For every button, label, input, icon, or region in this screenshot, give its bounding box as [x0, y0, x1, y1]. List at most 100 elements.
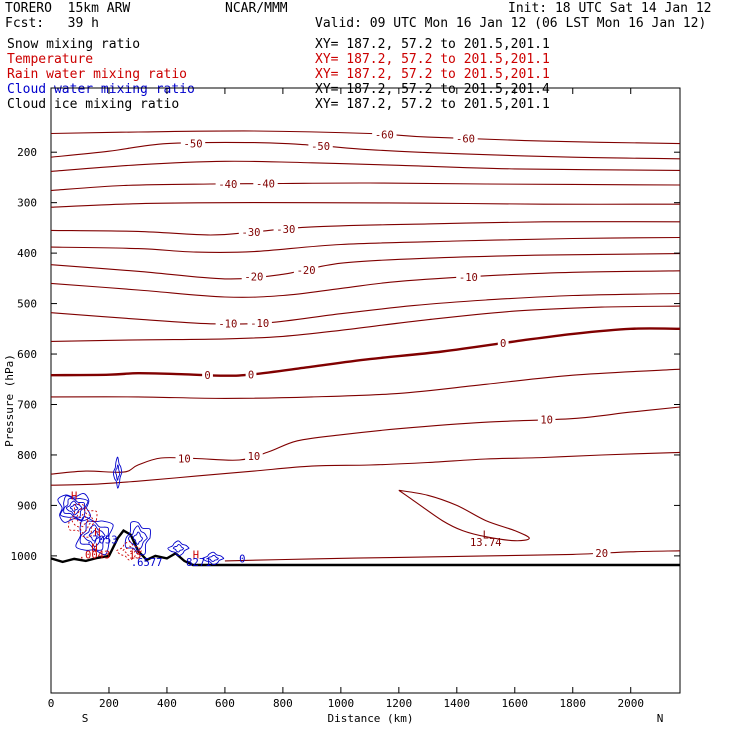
x-axis-label: Distance (km) [327, 712, 413, 725]
y-tick-label: 200 [17, 146, 37, 159]
x-tick-label: 1400 [444, 697, 471, 710]
y-tick-label: 1000 [11, 550, 38, 563]
temperature-contour [50, 236, 681, 254]
x-tick-label: 0 [48, 697, 55, 710]
mixing-ratio-contour [207, 554, 219, 562]
temperature-contour [50, 221, 681, 236]
legend-label: Cloud ice mixing ratio [7, 97, 180, 112]
contour-label: -60 [456, 133, 475, 145]
y-tick-label: 300 [17, 197, 37, 210]
x-tick-label: 600 [215, 697, 235, 710]
contour-label-bg [456, 270, 481, 283]
legend-xy-range: XY= 187.2, 57.2 to 201.5,201.4 [315, 82, 550, 97]
temperature-contour-closed [398, 489, 530, 542]
contour-label-bg [253, 177, 278, 190]
contour-label: 10 [178, 453, 191, 465]
contour-label: -50 [311, 141, 330, 153]
contour-label-bg [215, 317, 241, 330]
y-tick-label: 400 [17, 247, 37, 260]
legend-label: Cloud water mixing ratio [7, 82, 195, 97]
extremum-label: 13.74 [470, 537, 502, 549]
temperature-contour [50, 305, 681, 342]
x-tick-label: 1800 [560, 697, 587, 710]
y-tick-label: 700 [17, 398, 37, 411]
model-title: TORERO 15km ARW [5, 1, 131, 16]
temperature-contour [50, 451, 681, 486]
legend-xy-range: XY= 187.2, 57.2 to 201.5,201.1 [315, 37, 550, 52]
contour-label: 10 [248, 451, 261, 463]
x-tick-label: 1200 [386, 697, 413, 710]
contour-label: -30 [242, 227, 261, 239]
mixing-ratio-contour [116, 541, 143, 561]
mixing-ratio-contour [128, 525, 148, 552]
contour-label-bg [247, 316, 272, 329]
temperature-contour [50, 368, 681, 399]
mixing-ratio-contour [172, 544, 185, 553]
contour-label: 0 [500, 338, 506, 350]
temperature-contour [50, 327, 681, 377]
extremum-label: H [71, 490, 77, 502]
extremum-label: 0 [239, 553, 245, 565]
temperature-contour [50, 202, 681, 208]
mixing-ratio-contour [65, 500, 83, 516]
contour-label-bg [180, 137, 206, 150]
contour-label-bg [592, 547, 611, 560]
mixing-ratio-contour [115, 464, 121, 481]
contour-label: -10 [218, 318, 237, 330]
temperature-contour [50, 406, 681, 475]
legend-label: Temperature [7, 52, 94, 67]
contour-label-bg [372, 128, 397, 141]
temperature-contour [224, 550, 681, 562]
contour-label-bg [238, 226, 264, 239]
extremum-label: .7053 [86, 535, 118, 547]
contour-label-bg [202, 369, 213, 382]
mixing-ratio-contour [132, 531, 144, 545]
x-end-label-right: N [657, 712, 664, 725]
x-tick-label: 1000 [328, 697, 355, 710]
temperature-contour [50, 292, 681, 325]
contour-label-bg [245, 368, 257, 381]
extremum-label: 8271 [186, 557, 211, 569]
x-end-label-left: S [82, 712, 89, 725]
mixing-ratio-contour [71, 507, 94, 534]
plot-frame [50, 87, 681, 694]
y-axis-label: Pressure (hPa) [3, 354, 16, 447]
mixing-ratio-contour [75, 516, 114, 556]
contour-label: -30 [276, 224, 295, 236]
contour-label-bg [273, 223, 298, 236]
mixing-ratio-contour [124, 521, 151, 556]
center-title: NCAR/MMM [225, 1, 288, 16]
mixing-ratio-contour [57, 493, 91, 523]
contour-label: 20 [595, 548, 608, 560]
mixing-ratio-contour [122, 545, 136, 556]
temperature-contour [50, 253, 681, 280]
contour-label-bg [453, 132, 478, 145]
contour-label-bg [308, 139, 333, 152]
mixing-ratio-contour [68, 503, 98, 538]
legend-xy-range: XY= 187.2, 57.2 to 201.5,201.1 [315, 97, 550, 112]
mixing-ratio-contour [63, 498, 85, 518]
contour-label: -40 [218, 179, 237, 191]
contour-label-bg [175, 452, 194, 465]
extremum-label: 13 [129, 549, 142, 561]
legend-label: Rain water mixing ratio [7, 67, 188, 82]
contour-label-bg [293, 263, 319, 276]
contour-label-bg [537, 413, 556, 426]
contour-label: -20 [297, 265, 316, 277]
legend-xy-range: XY= 187.2, 57.2 to 201.5,201.1 [315, 67, 550, 82]
x-tick-label: 1600 [502, 697, 529, 710]
y-tick-label: 800 [17, 449, 37, 462]
contour-label-bg [215, 177, 241, 190]
y-tick-label: 900 [17, 499, 37, 512]
contour-label: -40 [256, 179, 275, 191]
contour-label: 0 [204, 370, 210, 382]
x-tick-label: 400 [157, 697, 177, 710]
contour-label: -60 [375, 129, 394, 141]
extremum-label: N [91, 542, 97, 554]
temperature-contour [50, 182, 681, 192]
mixing-ratio-contour [112, 456, 123, 489]
y-tick-label: 600 [17, 348, 37, 361]
temperature-contour [50, 141, 681, 160]
contour-label: 0 [248, 369, 254, 381]
